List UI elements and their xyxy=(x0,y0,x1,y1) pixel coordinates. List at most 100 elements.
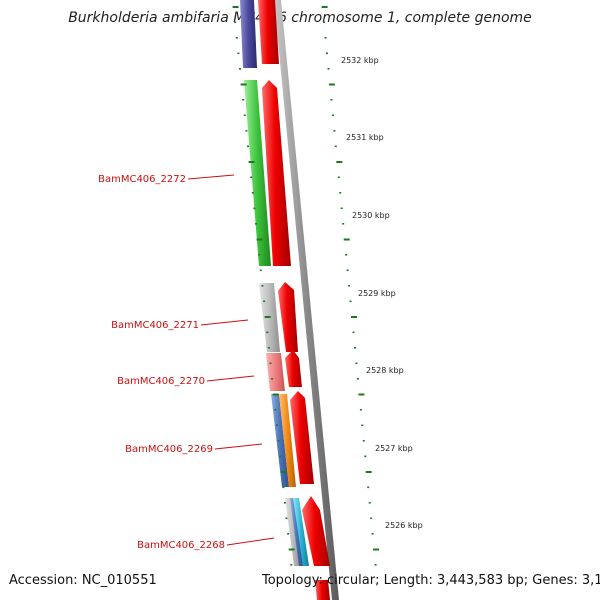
outer-track-minor-tick xyxy=(340,207,343,210)
leader-2271 xyxy=(200,319,249,326)
outer-track-minor-tick xyxy=(339,192,342,194)
inner-track-major-tick xyxy=(248,161,255,163)
ruler-label-2527: 2527 kbp xyxy=(375,444,413,453)
leader-2270 xyxy=(206,375,255,382)
outer-track-minor-tick xyxy=(370,517,373,520)
inner-track-minor-tick xyxy=(266,331,269,334)
outer-tick-track xyxy=(321,6,380,566)
gene-green-2272 xyxy=(244,80,271,266)
inner-track-minor-tick xyxy=(253,207,256,210)
gene-label-2269[interactable]: BamMC406_2269 xyxy=(125,444,213,455)
outer-track-minor-tick xyxy=(371,533,374,535)
inner-track-minor-tick xyxy=(279,455,282,458)
outer-track-minor-tick xyxy=(333,130,336,132)
gene-label-2271[interactable]: BamMC406_2271 xyxy=(111,320,199,331)
outer-track-minor-tick xyxy=(362,440,365,442)
outer-track-minor-tick xyxy=(346,269,349,272)
gene-label-2268[interactable]: BamMC406_2268 xyxy=(137,540,225,551)
leader-2269 xyxy=(214,443,263,450)
inner-track-minor-tick xyxy=(239,68,241,70)
inner-track-minor-tick xyxy=(255,223,257,225)
outer-track-minor-tick xyxy=(374,564,377,566)
outer-track-minor-tick xyxy=(349,300,352,303)
outer-track-major-tick xyxy=(365,471,372,473)
inner-track-minor-tick xyxy=(282,486,285,489)
inner-track-minor-tick xyxy=(285,517,288,520)
inner-track-minor-tick xyxy=(258,254,261,256)
gene-cyan-2268 xyxy=(293,498,309,566)
inner-track-minor-tick xyxy=(290,564,293,566)
inner-track-minor-tick xyxy=(267,347,270,349)
inner-tick-track xyxy=(232,6,295,566)
gene-forward-2267 xyxy=(315,580,330,600)
inner-track-major-tick xyxy=(240,83,247,86)
inner-track-minor-tick xyxy=(261,285,264,287)
gene-pink-2270 xyxy=(266,353,285,391)
outer-track-minor-tick xyxy=(345,254,348,256)
outer-track-minor-tick xyxy=(330,99,333,101)
gene-blue-2268 xyxy=(290,498,303,566)
inner-track-minor-tick xyxy=(234,21,237,24)
ruler-label-2528: 2528 kbp xyxy=(366,366,404,375)
inner-track-minor-tick xyxy=(251,192,254,194)
inner-track-minor-tick xyxy=(247,145,249,148)
outer-track-minor-tick xyxy=(352,331,355,334)
outer-track-major-tick xyxy=(351,316,357,318)
outer-track-minor-tick xyxy=(359,409,362,411)
outer-track-minor-tick xyxy=(354,347,356,349)
ruler-label-2529: 2529 kbp xyxy=(358,289,396,298)
inner-track-minor-tick xyxy=(242,99,245,101)
gene-label-2270[interactable]: BamMC406_2270 xyxy=(117,376,205,387)
inner-track-major-tick xyxy=(264,316,271,318)
inner-track-minor-tick xyxy=(269,362,272,365)
outer-track-minor-tick xyxy=(337,176,340,179)
outer-track-major-tick xyxy=(336,161,343,163)
outer-track-minor-tick xyxy=(342,223,345,225)
outer-track-major-tick xyxy=(343,238,350,241)
outer-track-minor-tick xyxy=(348,285,351,287)
outer-track-minor-tick xyxy=(356,378,359,380)
ruler-label-2532: 2532 kbp xyxy=(341,56,379,65)
outer-track-minor-tick xyxy=(331,114,334,117)
inner-track-minor-tick xyxy=(235,37,238,39)
inner-track-minor-tick xyxy=(274,409,277,411)
inner-track-minor-tick xyxy=(243,114,246,117)
gene-label-2272[interactable]: BamMC406_2272 xyxy=(98,174,186,185)
gene-forward-2271 xyxy=(278,282,298,352)
outer-track-major-tick xyxy=(328,83,335,86)
ruler-label-2530: 2530 kbp xyxy=(352,211,390,220)
outer-track-minor-tick xyxy=(364,455,367,458)
inner-track-minor-tick xyxy=(287,533,290,535)
gene-forward-2269 xyxy=(290,391,314,484)
outer-track-minor-tick xyxy=(326,52,328,55)
inner-track-minor-tick xyxy=(263,300,266,303)
gene-forward-2272 xyxy=(262,80,291,266)
inner-track-minor-tick xyxy=(283,502,286,504)
inner-track-minor-tick xyxy=(245,130,248,132)
outer-track-minor-tick xyxy=(323,21,325,24)
leader-2272 xyxy=(187,174,235,180)
gene-orange-2269 xyxy=(279,394,296,487)
ruler-label-2526: 2526 kbp xyxy=(385,521,423,530)
outer-track-minor-tick xyxy=(368,502,371,504)
accession-text: Accession: NC_010551 xyxy=(9,573,157,588)
outer-track-major-tick xyxy=(358,393,365,396)
outer-track-minor-tick xyxy=(361,424,364,427)
outer-track-minor-tick xyxy=(324,37,327,39)
gene-forward-2268 xyxy=(302,496,330,566)
inner-track-major-tick xyxy=(256,238,263,241)
genome-title: Burkholderia ambifaria MC40-6 chromosome… xyxy=(68,10,532,26)
inner-track-minor-tick xyxy=(250,176,253,179)
inner-track-minor-tick xyxy=(275,424,278,427)
gene-forward-2273 xyxy=(258,0,279,64)
inner-track-minor-tick xyxy=(237,52,240,55)
outer-track-major-tick xyxy=(321,6,328,8)
backbone-strand xyxy=(274,0,339,600)
outer-track-minor-tick xyxy=(334,145,337,148)
gene-purple xyxy=(240,0,257,68)
outer-track-minor-tick xyxy=(355,362,358,365)
outer-track-minor-tick xyxy=(367,486,370,489)
topology-summary: Topology: circular; Length: 3,443,583 bp… xyxy=(262,573,600,588)
